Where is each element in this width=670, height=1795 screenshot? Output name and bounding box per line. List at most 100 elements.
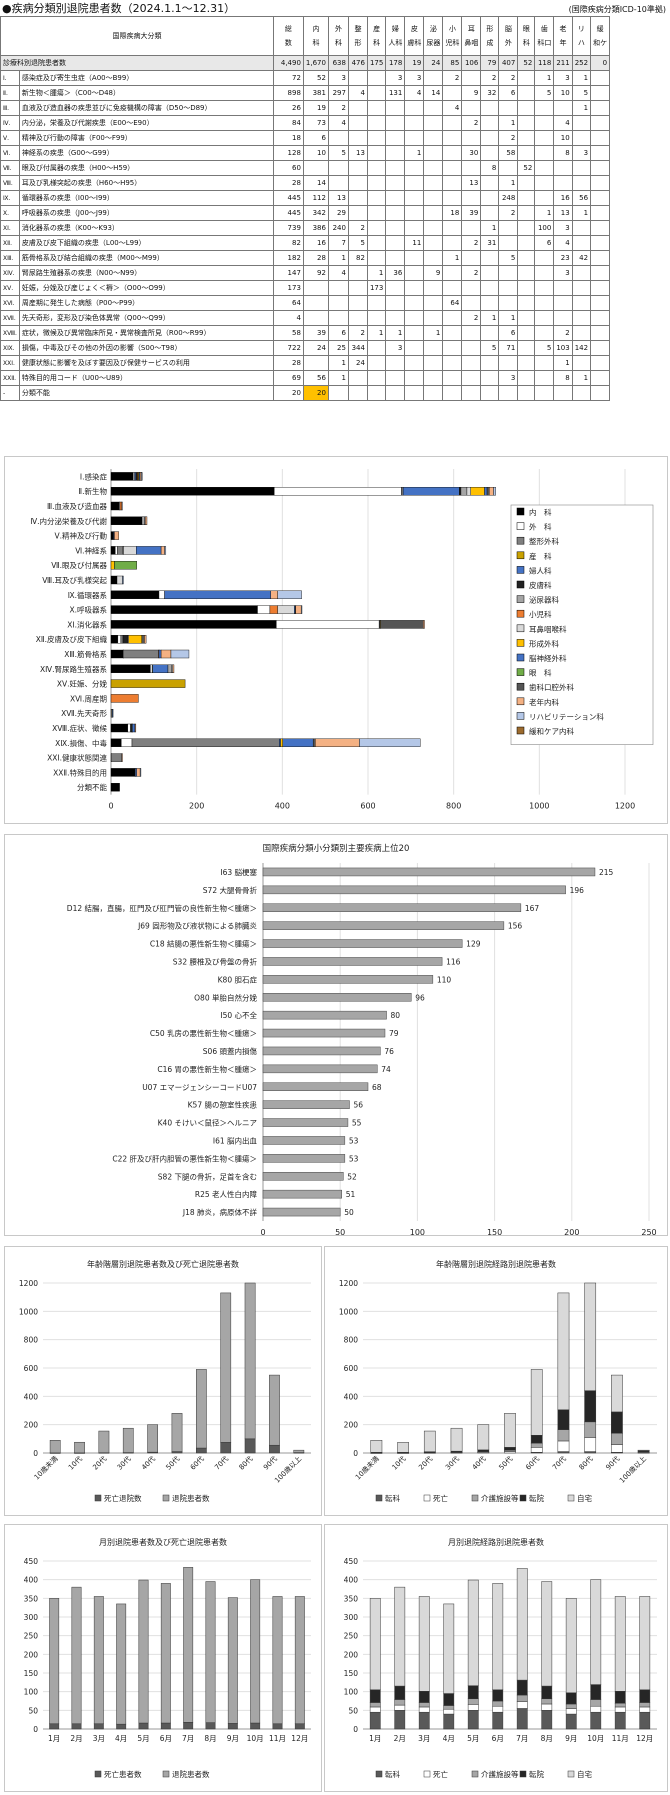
column-header: 泌尿器	[423, 16, 444, 56]
table-cell	[442, 115, 463, 131]
category-label: I63 脳梗塞	[220, 867, 257, 877]
category-label: C22 肝及び肝内胆管の悪性新生物＜腫瘍＞	[112, 1153, 257, 1163]
data-label: 156	[508, 922, 523, 931]
table-cell	[590, 175, 611, 191]
table-cell: 9	[461, 85, 482, 101]
table-cell: 14	[423, 85, 444, 101]
table-cell	[347, 190, 368, 206]
category-label: Ⅷ.耳及び乳様突起	[42, 575, 107, 585]
table-cell: 722	[272, 340, 304, 356]
category-label: 8月	[541, 1734, 553, 1743]
table-cell	[590, 205, 611, 221]
legend-swatch	[516, 595, 525, 603]
bar-segment	[394, 1710, 406, 1730]
column-header-line2: 形	[354, 39, 362, 47]
bar-segment	[565, 1708, 577, 1715]
table-cell	[590, 295, 611, 311]
bar-segment	[145, 516, 148, 525]
category-label: 80代	[577, 1454, 595, 1472]
category-label: S06 頭蓋内損傷	[203, 1046, 258, 1056]
table-cell	[347, 100, 368, 116]
table-cell: 344	[347, 340, 368, 356]
table-cell	[461, 295, 482, 311]
table-cell: 1	[480, 310, 500, 326]
category-label: 1月	[369, 1734, 381, 1743]
table-cell: 5	[534, 340, 555, 356]
total-cell: 118	[534, 55, 555, 71]
bar-segment	[183, 1567, 194, 1723]
category-label: 10歳未満	[32, 1454, 60, 1482]
y-tick-label: 0	[33, 1725, 38, 1734]
table-cell	[534, 250, 555, 266]
bar-segment	[565, 1703, 577, 1709]
column-header-line1: 耳	[467, 25, 475, 33]
table-cell	[590, 70, 611, 86]
chart-panel-top20: 国際疾病分類小分類別主要疾病上位20 0 50 100 150 200 250 I63 脳梗塞…	[4, 834, 668, 1237]
total-cell: 407	[498, 55, 519, 71]
table-cell: 5	[534, 85, 555, 101]
bar-segment	[205, 1581, 216, 1723]
table-cell: 52	[302, 70, 329, 86]
table-cell	[404, 205, 425, 221]
bar	[262, 921, 505, 930]
x-tick-label: 150	[487, 1228, 502, 1235]
category-label: Ⅳ.内分泌栄養及び代謝	[30, 516, 107, 526]
bar-segment	[443, 1705, 455, 1710]
row-name: 健康状態に影響を及ぼす要因及び保健サービスの利用	[18, 355, 274, 371]
bar	[262, 993, 412, 1002]
bar-segment	[541, 1685, 553, 1700]
bar-segment	[315, 738, 360, 747]
row-name: 血液及び造血器の疾患並びに免疫機構の障害（D50～D89）	[18, 100, 274, 116]
bar-segment	[516, 1694, 528, 1702]
table-cell: 1	[571, 370, 592, 386]
table-cell	[404, 130, 425, 146]
bar-segment	[111, 753, 122, 762]
table-cell: 73	[302, 115, 329, 131]
table-cell	[534, 310, 555, 326]
table-cell: 13	[553, 205, 573, 221]
table-cell	[461, 70, 482, 86]
bar-segment	[71, 1586, 82, 1725]
legend-swatch	[519, 1770, 527, 1778]
table-cell	[534, 385, 555, 401]
table-cell	[590, 265, 611, 281]
table-cell	[423, 205, 444, 221]
table-cell: 3	[553, 70, 573, 86]
table-cell: 82	[272, 235, 304, 251]
legend-swatch	[516, 668, 525, 676]
table-cell	[590, 310, 611, 326]
bar-segment	[590, 1711, 602, 1730]
bar-segment	[637, 1449, 650, 1452]
table-cell: 297	[327, 85, 349, 101]
bar-segment	[150, 664, 153, 674]
bar-segment	[492, 1711, 504, 1730]
table-cell: 142	[571, 340, 592, 356]
table-cell: 2	[327, 100, 349, 116]
category-label: 12月	[636, 1734, 653, 1743]
category-label: 50代	[164, 1454, 182, 1472]
table-cell: 69	[272, 370, 304, 386]
table-cell: 3	[571, 145, 592, 161]
table-cell	[517, 325, 536, 341]
table-cell	[553, 100, 573, 116]
table-cell	[442, 385, 463, 401]
bar-segment	[530, 1435, 543, 1444]
column-header-line1: 総	[284, 25, 292, 33]
column-header-line2: 尿器	[426, 39, 441, 47]
row-name: 筋骨格系及び結合組織の疾患（M00～M99）	[18, 250, 274, 266]
bar-segment	[492, 1689, 504, 1702]
legend-label: 自宅	[577, 1769, 592, 1779]
bar-segment	[138, 1579, 149, 1724]
table-cell: 8	[553, 145, 573, 161]
table-row: ⅩⅢ. 筋骨格系及び結合組織の疾患（M00～M99） 182 28 1 82 1 5 23 42	[0, 250, 611, 266]
bar-segment	[110, 560, 115, 570]
category-label: ⅩⅠ.消化器系	[67, 619, 107, 629]
legend-swatch	[94, 1494, 102, 1502]
legend-swatch	[516, 697, 525, 706]
table-cell: 2	[461, 235, 482, 251]
table-cell: 64	[272, 295, 304, 311]
table-cell	[347, 295, 368, 311]
table-cell	[517, 115, 536, 131]
row-index: Ⅵ.	[0, 145, 20, 161]
bar-segment	[123, 649, 159, 659]
